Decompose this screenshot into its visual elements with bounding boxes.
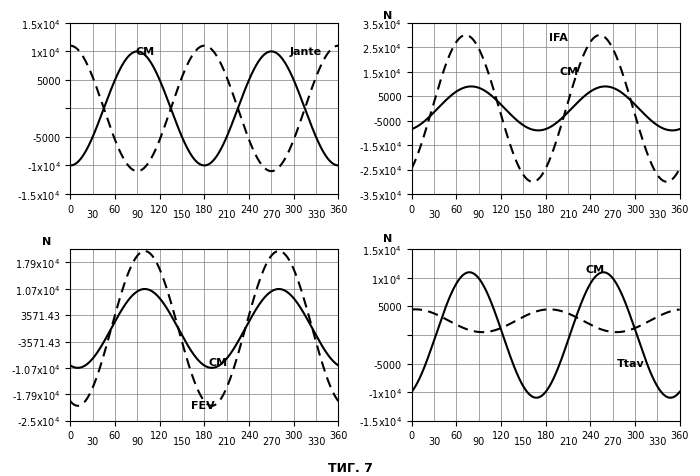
Text: CM: CM: [559, 67, 578, 77]
Text: FEV: FEV: [191, 400, 215, 410]
Text: ΤИГ. 7: ΤИГ. 7: [328, 461, 372, 474]
Text: CM: CM: [208, 357, 228, 367]
Text: CM: CM: [585, 265, 604, 275]
Text: Jante: Jante: [290, 47, 322, 57]
Text: CM: CM: [136, 47, 155, 57]
Text: IFA: IFA: [550, 33, 568, 43]
Text: N: N: [384, 11, 393, 21]
Text: N: N: [384, 233, 393, 243]
Text: Ttav: Ttav: [617, 358, 644, 368]
Text: N: N: [42, 236, 51, 246]
